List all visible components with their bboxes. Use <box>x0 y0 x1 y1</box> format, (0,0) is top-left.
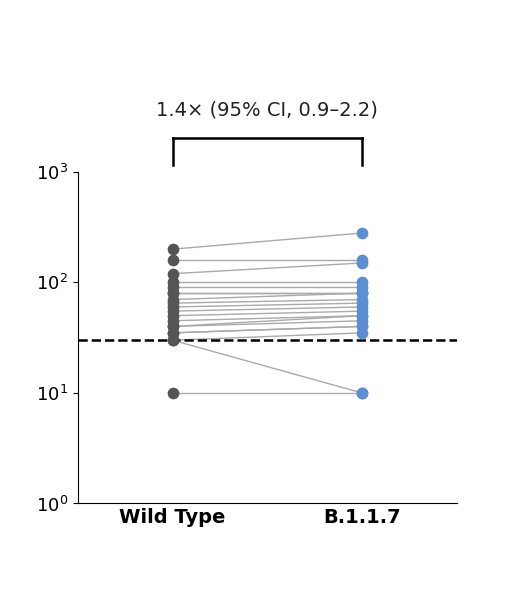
Point <box>168 255 176 265</box>
Point <box>168 335 176 345</box>
Point <box>358 388 366 398</box>
Point <box>358 311 366 321</box>
Point <box>358 255 366 265</box>
Point <box>358 388 366 398</box>
Point <box>358 288 366 298</box>
Point <box>358 322 366 332</box>
Point <box>358 298 366 308</box>
Point <box>358 306 366 316</box>
Point <box>168 269 176 279</box>
Point <box>168 388 176 398</box>
Point <box>358 288 366 298</box>
Point <box>168 298 176 308</box>
Point <box>358 328 366 338</box>
Point <box>168 278 176 287</box>
Point <box>358 282 366 292</box>
Point <box>358 316 366 325</box>
Point <box>358 278 366 287</box>
Point <box>358 228 366 238</box>
Point <box>358 258 366 268</box>
Point <box>168 288 176 298</box>
Point <box>168 306 176 316</box>
Point <box>168 322 176 332</box>
Point <box>358 295 366 305</box>
Point <box>168 295 176 305</box>
Point <box>168 335 176 345</box>
Point <box>168 316 176 325</box>
Point <box>358 288 366 298</box>
Point <box>168 328 176 338</box>
Point <box>168 322 176 332</box>
Text: 1.4× (95% CI, 0.9–2.2): 1.4× (95% CI, 0.9–2.2) <box>156 101 378 120</box>
Point <box>358 311 366 321</box>
Point <box>168 288 176 298</box>
Point <box>168 302 176 312</box>
Point <box>168 328 176 338</box>
Point <box>168 244 176 254</box>
Point <box>358 322 366 332</box>
Point <box>358 302 366 312</box>
Point <box>168 311 176 321</box>
Point <box>168 282 176 292</box>
